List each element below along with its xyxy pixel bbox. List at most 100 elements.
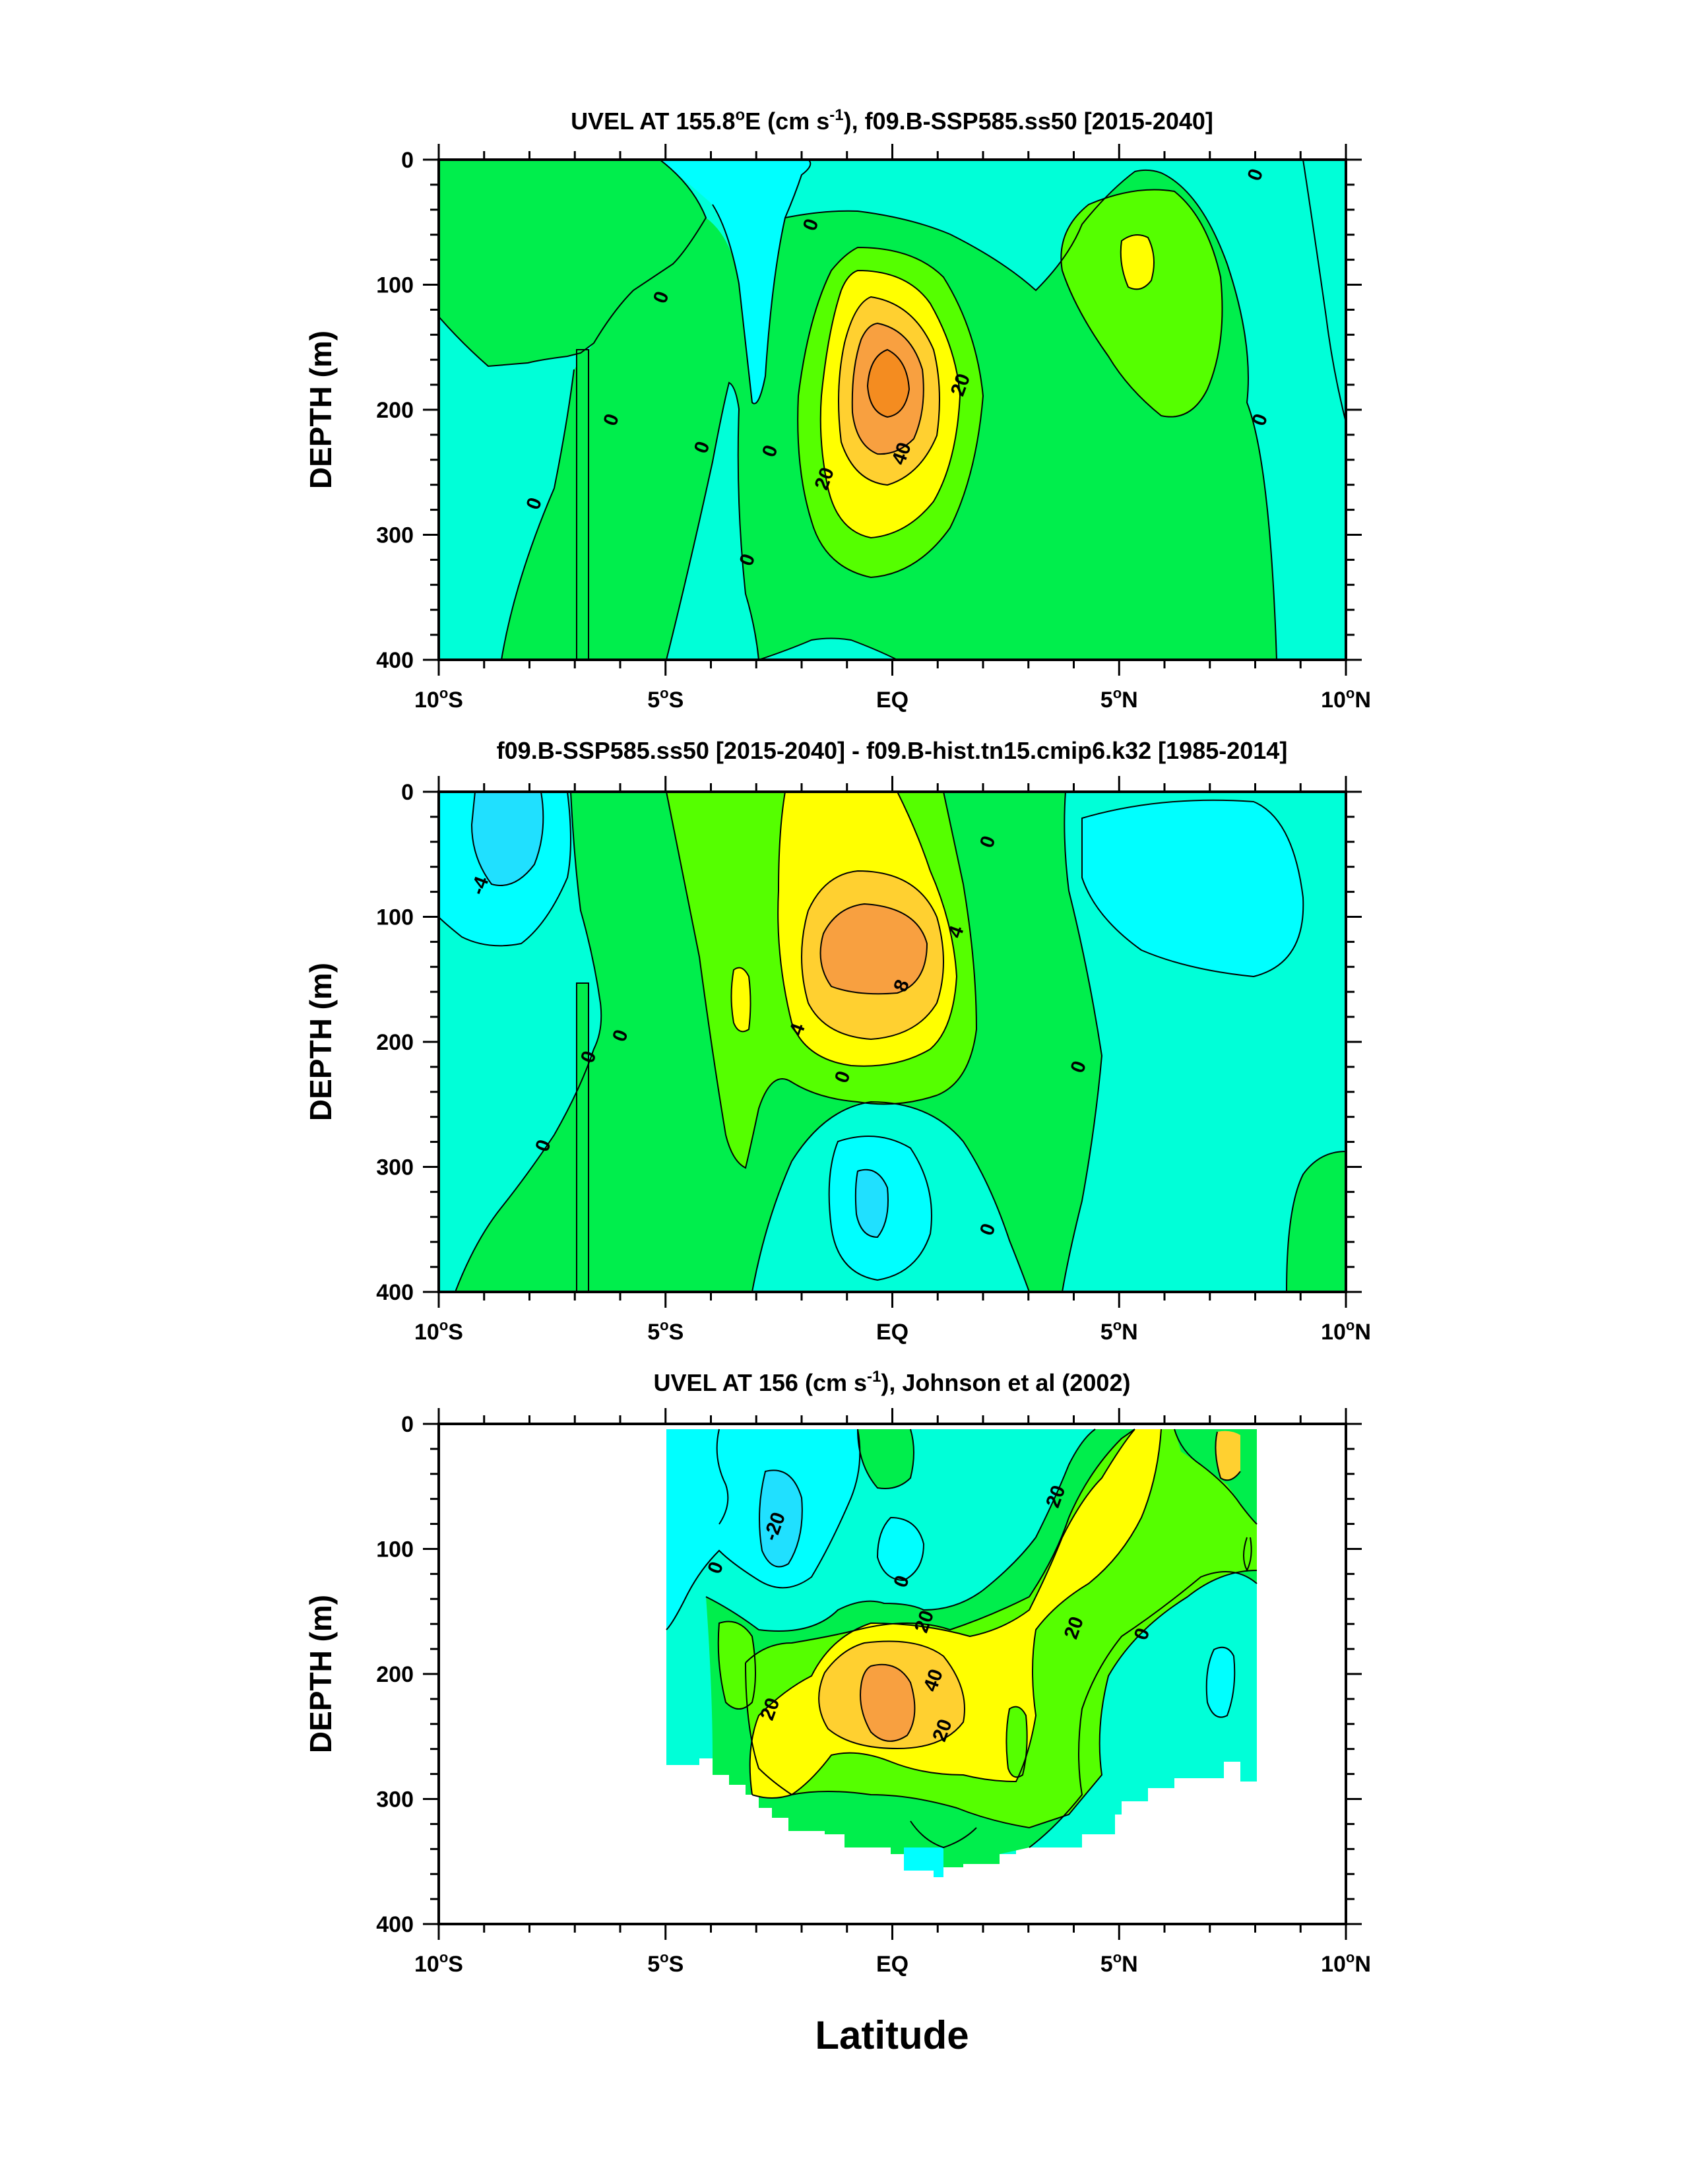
x-tick-label: 10oS xyxy=(414,1949,463,1977)
p1-fill-green-west xyxy=(439,160,706,366)
p1-fill-cyan-band xyxy=(660,160,811,404)
p2-fill-thin-strip xyxy=(577,983,589,1292)
panel-1-contour-lines xyxy=(439,160,1346,660)
p3-fill-cyan-mid xyxy=(877,1518,924,1580)
y-tick-label: 400 xyxy=(376,1912,414,1937)
p2-fill-blue-south xyxy=(855,1169,888,1237)
p1-contour-line xyxy=(866,348,910,418)
p1-contour-line xyxy=(712,160,812,404)
p3-contour-line xyxy=(1005,1706,1028,1778)
panel-1-y-axis-label: DEPTH (m) xyxy=(303,331,338,489)
panel-2-title: f09.B-SSP585.ss50 [2015-2040] - f09.B-hi… xyxy=(497,737,1288,764)
panel-3-axis-ticks: 10oS 5oS EQ 5oN 10oN 0 100 200 300 400 xyxy=(376,1408,1371,1977)
y-tick-label: 0 xyxy=(401,780,414,805)
x-tick-label: 10oN xyxy=(1321,685,1371,713)
p2-fill-yellow-spot xyxy=(731,967,751,1032)
p1-contour-line xyxy=(439,160,707,368)
p2-contour-line xyxy=(854,1169,889,1238)
y-tick-label: 100 xyxy=(376,905,414,930)
p3-fill-orange-core xyxy=(860,1664,915,1741)
p3-contour-line xyxy=(717,1621,756,1710)
panel-3-contour-lines xyxy=(666,1429,1258,1849)
x-tick-label: 5oS xyxy=(647,1317,684,1345)
p3-contour-line xyxy=(1215,1431,1241,1481)
p1-contour-line xyxy=(1060,189,1223,418)
y-tick-label: 0 xyxy=(401,148,414,173)
x-tick-label: 5oS xyxy=(647,1949,684,1977)
p3-contour-line xyxy=(818,1640,965,1750)
p3-fill-cyan-south xyxy=(904,1847,943,1877)
y-tick-label: 300 xyxy=(376,1155,414,1180)
p3-contour-line xyxy=(1243,1537,1252,1572)
p1-fill-yellow-east xyxy=(1120,235,1154,290)
p2-contour-line xyxy=(730,967,751,1033)
p1-contour-line xyxy=(501,369,575,660)
p1-contour-line xyxy=(819,269,961,539)
p3-contour-line xyxy=(857,1429,914,1489)
p3-contour-line xyxy=(876,1516,925,1582)
p1-fill-bright-green-east xyxy=(1061,189,1223,417)
panel-1-axis-ticks: 10oS 5oS EQ 5oN 10oN 0 100 200 300 400 xyxy=(376,144,1371,713)
panel-2-y-axis-label: DEPTH (m) xyxy=(303,963,338,1121)
p3-contour-line xyxy=(745,1570,1258,1829)
x-tick-label: 5oS xyxy=(647,685,684,713)
p2-contour-line xyxy=(576,982,589,1292)
p3-contour-line xyxy=(860,1663,916,1742)
panel-1-title: UVEL AT 155.8oE (cm s-1), f09.B-SSP585.s… xyxy=(571,106,1213,135)
p3-fill-blue-west xyxy=(759,1470,802,1567)
panel-3: UVEL AT 156 (cm s-1), Johnson et al (200… xyxy=(303,1368,1371,2057)
p2-contour-line xyxy=(751,1101,1030,1292)
p1-contour-line xyxy=(1302,160,1346,423)
p3-fill-cyan-east xyxy=(1206,1647,1235,1718)
p3-fill-green-top xyxy=(858,1429,914,1489)
p3-contour-line xyxy=(751,1429,1162,1799)
p2-fill-cyan-east xyxy=(1082,800,1304,977)
p3-contour-line xyxy=(716,1429,729,1525)
p3-contour-line xyxy=(1205,1646,1236,1718)
p1-contour-line xyxy=(666,381,759,660)
y-tick-label: 400 xyxy=(376,648,414,673)
y-tick-label: 400 xyxy=(376,1280,414,1305)
p1-contour-line xyxy=(838,296,940,486)
p2-contour-line xyxy=(1286,1151,1346,1292)
p3-contour-line xyxy=(745,1429,1135,1663)
p1-contour-line xyxy=(784,169,1277,660)
x-tick-label: 5oN xyxy=(1100,1317,1138,1345)
p3-contour-line xyxy=(910,1820,977,1849)
x-tick-label: 5oN xyxy=(1100,685,1138,713)
x-tick-label: 10oS xyxy=(414,685,463,713)
x-tick-label: 5oN xyxy=(1100,1949,1138,1977)
p2-contour-line xyxy=(470,792,544,886)
p2-fill-orange-center xyxy=(820,904,927,994)
p2-contour-line xyxy=(828,1136,932,1281)
y-tick-label: 100 xyxy=(376,1537,414,1562)
p2-contour-line xyxy=(439,792,571,947)
p2-contour-line xyxy=(819,903,928,995)
p1-contour-line xyxy=(797,246,984,579)
y-tick-label: 100 xyxy=(376,273,414,298)
p1-contour-line xyxy=(576,349,589,660)
p3-fill-gold-spot xyxy=(1215,1430,1240,1481)
x-tick-label: EQ xyxy=(876,1320,908,1345)
y-tick-label: 200 xyxy=(376,398,414,423)
panel-3-y-axis-label: DEPTH (m) xyxy=(303,1595,338,1753)
x-tick-label: 10oN xyxy=(1321,1949,1371,1977)
panel-3-x-axis-label: Latitude xyxy=(815,2013,969,2057)
p3-fill-bright-green-south xyxy=(1006,1706,1027,1778)
p3-contour-line xyxy=(1029,1571,1258,1848)
p2-contour-line xyxy=(666,792,978,1169)
panel-2-axis-ticks: 10oS 5oS EQ 5oN 10oN 0 100 200 300 400 xyxy=(376,776,1371,1345)
p3-contour-line xyxy=(705,1429,1096,1632)
panel-2-contour-lines xyxy=(439,792,1346,1292)
p2-contour-line xyxy=(777,792,958,1067)
panel-3-title: UVEL AT 156 (cm s-1), Johnson et al (200… xyxy=(654,1368,1131,1396)
x-tick-label: EQ xyxy=(876,688,908,713)
panel-1: UVEL AT 155.8oE (cm s-1), f09.B-SSP585.s… xyxy=(303,106,1371,713)
y-tick-label: 200 xyxy=(376,1030,414,1055)
p1-contour-line xyxy=(851,322,924,455)
p3-contour-line xyxy=(749,1429,1135,1795)
x-tick-label: EQ xyxy=(876,1952,908,1977)
y-tick-label: 0 xyxy=(401,1412,414,1437)
x-tick-label: 10oN xyxy=(1321,1317,1371,1345)
p2-contour-line xyxy=(1062,792,1103,1292)
